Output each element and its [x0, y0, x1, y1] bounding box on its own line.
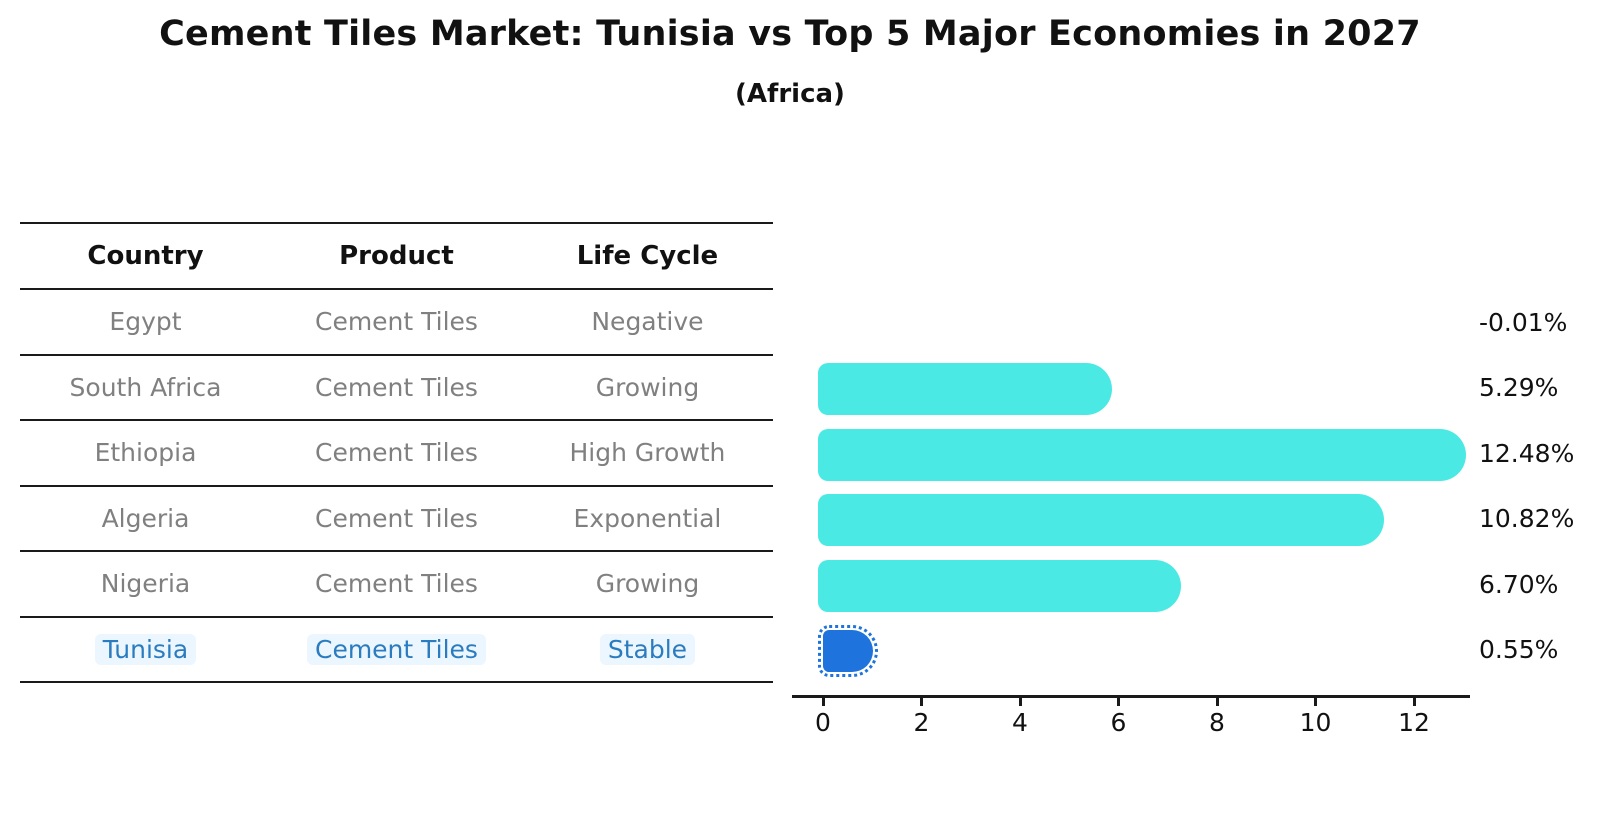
x-axis-tick-label: 6 — [1110, 708, 1127, 737]
table-cell-life-cycle: Growing — [522, 356, 773, 420]
table-cell-country: South Africa — [20, 356, 271, 420]
x-axis-tick — [1314, 697, 1317, 706]
x-axis-tick-label: 2 — [913, 708, 930, 737]
table-cell-text: High Growth — [569, 438, 726, 468]
table-row: Algeria Cement Tiles Exponential — [20, 487, 773, 552]
bar-value-label: 6.70% — [1479, 569, 1559, 599]
table-cell-text: Cement Tiles — [314, 372, 478, 402]
table-cell-country: Nigeria — [20, 552, 271, 616]
chart-title: Cement Tiles Market: Tunisia vs Top 5 Ma… — [159, 14, 1421, 54]
table-cell-country: Egypt — [20, 290, 271, 354]
table-row: South Africa Cement Tiles Growing — [20, 356, 773, 421]
x-axis-tick — [1018, 697, 1022, 706]
table-cell-country: Ethiopia — [20, 421, 271, 485]
x-axis-tick — [1412, 697, 1416, 706]
table-cell-life-cycle: Growing — [522, 552, 773, 616]
table-cell-text: Nigeria — [100, 569, 191, 599]
table-cell-life-cycle: Negative — [522, 290, 773, 354]
table-body: Egypt Cement Tiles Negative South Africa Cem… — [20, 290, 773, 683]
table-header-row: Country Product Life Cycle — [20, 224, 773, 290]
table-cell-text: Ethiopia — [94, 438, 197, 468]
table-cell-product: Cement Tiles — [271, 356, 522, 420]
table-cell-text: Growing — [595, 372, 700, 402]
table-row: Tunisia Cement Tiles Stable — [20, 618, 773, 683]
table-cell-life-cycle: High Growth — [522, 421, 773, 485]
table-cell-text: South Africa — [69, 372, 222, 402]
table-cell-text: Cement Tiles — [314, 503, 478, 533]
chart-subtitle: (Africa) — [735, 79, 845, 109]
x-axis-tick — [920, 697, 923, 706]
table-cell-text: Cement Tiles — [314, 438, 478, 468]
table-cell-text: Negative — [591, 307, 704, 337]
table-cell-text: Algeria — [101, 503, 190, 533]
x-axis-tick — [821, 697, 825, 706]
table-cell-product: Cement Tiles — [271, 487, 522, 551]
x-axis-tick — [1117, 697, 1120, 706]
table-cell-product: Cement Tiles — [271, 290, 522, 354]
x-axis-tick-label: 10 — [1299, 708, 1332, 737]
table-cell-country: Algeria — [20, 487, 271, 551]
table-cell-life-cycle: Stable — [522, 618, 773, 682]
bar-algeria — [818, 494, 1384, 547]
table-cell-text: Tunisia — [94, 633, 197, 665]
bar-highlight-tunisia — [818, 625, 879, 677]
table-cell-product: Cement Tiles — [271, 618, 522, 682]
table-row: Ethiopia Cement Tiles High Growth — [20, 421, 773, 487]
bar-value-label: 10.82% — [1479, 504, 1575, 534]
bar-value-label: 0.55% — [1479, 635, 1559, 664]
table-cell-text: Cement Tiles — [306, 633, 486, 665]
country-table: Country Product Life Cycle Egypt Cement Til… — [20, 222, 773, 683]
table-row: Nigeria Cement Tiles Growing — [20, 552, 773, 618]
table-cell-life-cycle: Exponential — [522, 487, 773, 551]
table-cell-product: Cement Tiles — [271, 552, 522, 616]
x-axis-line — [792, 695, 1470, 698]
table-cell-text: Cement Tiles — [314, 307, 478, 337]
x-axis-tick — [1215, 697, 1219, 706]
bar-ethiopia — [818, 428, 1466, 481]
x-axis-tick-label: 4 — [1012, 708, 1028, 737]
table-cell-country: Tunisia — [20, 618, 271, 682]
table-cell-text: Cement Tiles — [314, 569, 478, 599]
x-axis-tick-label: 8 — [1209, 708, 1225, 737]
x-axis-tick-label: 12 — [1398, 708, 1430, 737]
table-cell-product: Cement Tiles — [271, 421, 522, 485]
table-header-cell: Product — [339, 241, 454, 271]
table-cell-text: Growing — [595, 569, 700, 599]
bar-south-africa — [818, 363, 1112, 416]
table-header-cell: Country — [87, 241, 204, 271]
bar-value-label: -0.01% — [1479, 308, 1568, 337]
bar-nigeria — [818, 559, 1181, 612]
table-cell-text: Stable — [599, 633, 696, 665]
x-axis-tick-label: 0 — [815, 708, 831, 737]
table-row: Egypt Cement Tiles Negative — [20, 290, 773, 356]
bar-value-label: 12.48% — [1479, 438, 1575, 468]
table-cell-text: Exponential — [573, 503, 722, 533]
bar-value-label: 5.29% — [1479, 373, 1559, 403]
table-cell-text: Egypt — [109, 307, 182, 337]
table-header-cell: Life Cycle — [576, 241, 719, 271]
